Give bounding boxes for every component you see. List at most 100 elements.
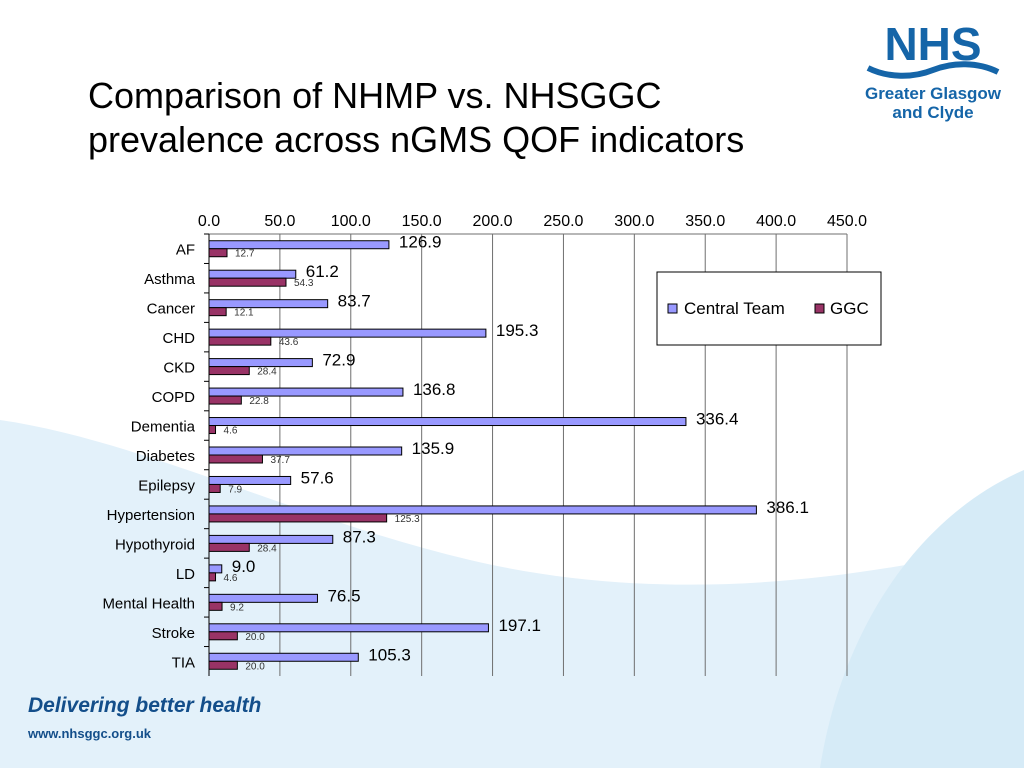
nhs-logo: NHS Greater Glasgow and Clyde <box>858 18 1008 128</box>
bar-ggc <box>208 248 228 258</box>
slide-title-line-1: Comparison of NHMP vs. NHSGGC <box>88 75 662 116</box>
category-label: TIA <box>172 654 195 671</box>
bar-ggc <box>208 601 223 611</box>
data-label-ggc: 12.1 <box>234 308 254 319</box>
data-label-ggc: 4.6 <box>224 426 238 437</box>
data-label-central-team: 136.8 <box>413 380 456 399</box>
data-label-ggc: 20.0 <box>245 632 265 643</box>
slide-title-line-2: prevalence across nGMS QOF indicators <box>88 119 745 160</box>
category-label: Diabetes <box>136 448 195 465</box>
x-tick-label: 250.0 <box>543 213 583 230</box>
data-label-central-team: 87.3 <box>343 527 376 546</box>
bar-central-team <box>208 358 313 368</box>
legend-box <box>656 271 882 346</box>
category-label: CKD <box>163 360 195 377</box>
legend-label-ggc: GGC <box>830 299 869 318</box>
category-label: COPD <box>152 389 196 406</box>
legend-swatch-ggc <box>814 303 825 314</box>
data-label-central-team: 57.6 <box>301 468 334 487</box>
bar-central-team <box>208 475 292 485</box>
bar-ggc <box>208 660 238 670</box>
data-label-central-team: 9.0 <box>232 557 256 576</box>
category-label: AF <box>176 242 195 259</box>
bar-ggc <box>208 454 263 464</box>
data-label-central-team: 195.3 <box>496 321 539 340</box>
data-label-central-team: 135.9 <box>412 439 455 458</box>
x-tick-label: 400.0 <box>756 213 796 230</box>
data-label-central-team: 105.3 <box>368 645 411 664</box>
data-label-central-team: 61.2 <box>306 262 339 281</box>
nhs-wordmark-graphic: NHS <box>866 18 1000 79</box>
bar-ggc <box>208 483 221 493</box>
category-label: Mental Health <box>102 595 195 612</box>
data-label-ggc: 28.4 <box>257 367 277 378</box>
category-label: CHD <box>163 330 196 347</box>
bar-ggc <box>208 336 272 346</box>
bar-ggc <box>208 513 388 523</box>
data-label-central-team: 197.1 <box>498 616 541 635</box>
category-label: LD <box>176 566 195 583</box>
data-label-ggc: 22.8 <box>249 396 269 407</box>
logo-org-line-1: Greater Glasgow <box>864 84 1002 103</box>
category-label: Epilepsy <box>138 477 195 494</box>
bar-central-team <box>208 446 403 456</box>
bar-ggc <box>208 572 217 582</box>
bar-central-team <box>208 387 404 397</box>
bar-ggc <box>208 631 238 641</box>
bar-ggc <box>208 425 217 435</box>
bar-ggc <box>208 542 250 552</box>
category-label: Hypothyroid <box>115 536 195 553</box>
slide-title: Comparison of NHMP vs. NHSGGC prevalence… <box>88 74 828 162</box>
bar-central-team <box>208 593 318 603</box>
data-label-ggc: 9.2 <box>230 602 244 613</box>
bar-central-team <box>208 505 757 515</box>
category-label: Cancer <box>147 301 195 318</box>
bar-ggc <box>208 395 242 405</box>
bar-central-team <box>208 328 487 338</box>
data-label-ggc: 125.3 <box>395 514 420 525</box>
data-label-ggc: 28.4 <box>257 543 277 554</box>
x-tick-label: 350.0 <box>685 213 725 230</box>
category-label: Asthma <box>144 271 196 288</box>
bar-central-team <box>208 299 329 309</box>
data-label-ggc: 12.7 <box>235 249 255 260</box>
legend-label-central-team: Central Team <box>684 299 785 318</box>
category-label: Dementia <box>131 419 196 436</box>
wave-icon <box>866 61 1000 79</box>
logo-org-line-2: and Clyde <box>892 103 974 122</box>
footer-url: www.nhsggc.org.uk <box>28 726 152 741</box>
footer-tagline: Delivering better health <box>28 694 262 717</box>
bar-ggc <box>208 366 250 376</box>
legend-swatch-central-team <box>667 303 678 314</box>
data-label-ggc: 20.0 <box>245 661 265 672</box>
data-label-central-team: 76.5 <box>327 586 360 605</box>
data-label-ggc: 43.6 <box>279 337 299 348</box>
data-label-ggc: 54.3 <box>294 278 314 289</box>
x-tick-label: 300.0 <box>614 213 654 230</box>
x-tick-label: 50.0 <box>264 213 295 230</box>
data-label-central-team: 126.9 <box>399 233 442 252</box>
bar-central-team <box>208 652 359 662</box>
bar-ggc <box>208 277 287 287</box>
bar-central-team <box>208 534 334 544</box>
data-label-ggc: 37.7 <box>270 455 290 466</box>
data-label-ggc: 4.6 <box>224 573 238 584</box>
data-label-central-team: 83.7 <box>338 292 371 311</box>
x-tick-label: 100.0 <box>331 213 371 230</box>
x-tick-label: 150.0 <box>402 213 442 230</box>
data-label-central-team: 386.1 <box>766 498 809 517</box>
bar-central-team <box>208 417 687 427</box>
bar-central-team <box>208 269 297 279</box>
bar-central-team <box>208 564 223 574</box>
category-label: Hypertension <box>107 507 195 524</box>
data-label-ggc: 7.9 <box>228 484 242 495</box>
bar-central-team <box>208 240 390 250</box>
x-tick-label: 200.0 <box>473 213 513 230</box>
bar-central-team <box>208 623 489 633</box>
category-label: Stroke <box>152 625 195 642</box>
x-tick-label: 0.0 <box>198 213 220 230</box>
data-label-central-team: 336.4 <box>696 410 739 429</box>
bar-ggc <box>208 307 227 317</box>
data-label-central-team: 72.9 <box>322 351 355 370</box>
